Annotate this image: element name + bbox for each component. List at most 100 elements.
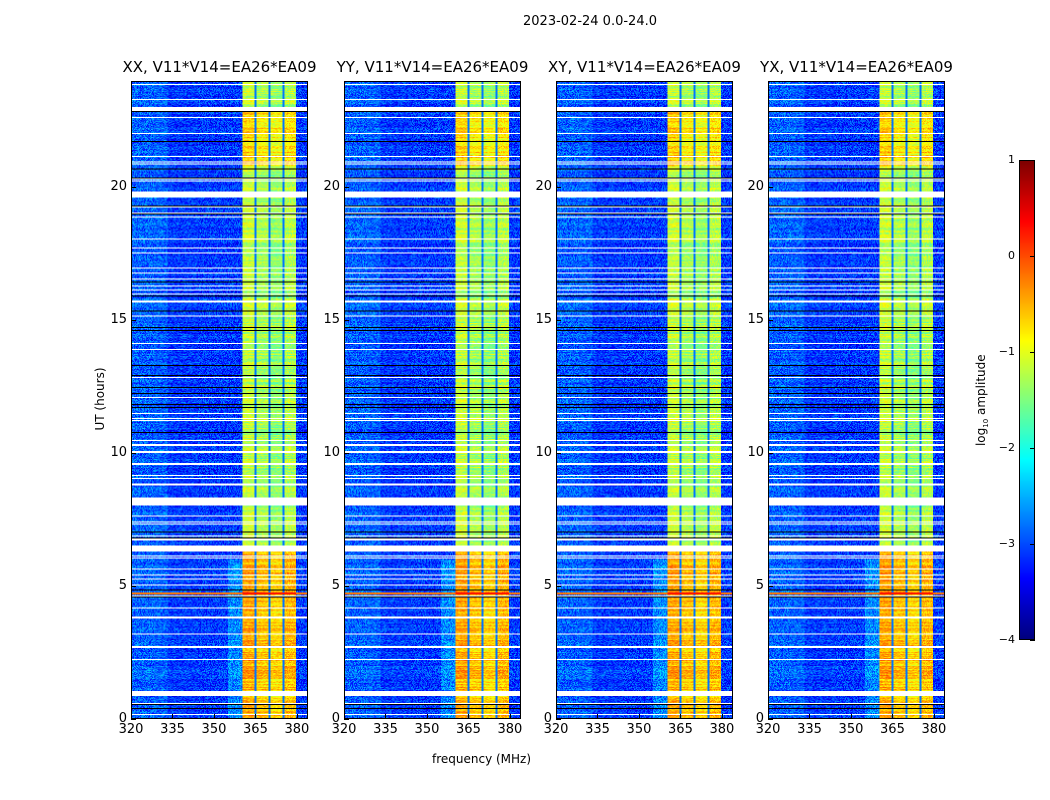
x-tick-mark bbox=[809, 714, 811, 719]
y-tick-mark bbox=[344, 187, 349, 189]
y-tick-label: 10 bbox=[535, 445, 552, 461]
y-tick-mark bbox=[768, 453, 773, 455]
y-tick-label: 5 bbox=[543, 578, 552, 594]
y-tick-label: 0 bbox=[118, 711, 127, 726]
colorbar-tick-label: −1 bbox=[998, 345, 1015, 358]
x-tick-mark bbox=[344, 714, 345, 719]
colorbar-label-sub: 10 bbox=[982, 418, 991, 428]
colorbar-label-rest: amplitude bbox=[973, 354, 988, 419]
x-tick-label: 350 bbox=[838, 722, 864, 737]
y-tick-label: 15 bbox=[535, 312, 552, 328]
x-tick-label: 320 bbox=[331, 722, 357, 737]
y-tick-label: 20 bbox=[747, 179, 764, 195]
heatmap-image bbox=[132, 82, 307, 718]
x-tick-label: 320 bbox=[755, 722, 781, 737]
colorbar-tick-mark bbox=[1030, 160, 1035, 161]
colorbar-label: log10 amplitude bbox=[974, 340, 990, 460]
y-axis-label: UT (hours) bbox=[93, 367, 107, 431]
y-tick-mark bbox=[556, 320, 561, 322]
y-tick-mark bbox=[131, 586, 136, 588]
x-tick-mark bbox=[721, 714, 723, 719]
waterfall-panel-2 bbox=[556, 81, 733, 719]
y-tick-label: 20 bbox=[535, 179, 552, 195]
y-tick-label: 5 bbox=[118, 578, 127, 594]
y-tick-mark bbox=[131, 320, 136, 322]
y-tick-label: 0 bbox=[543, 711, 552, 726]
x-tick-label: 320 bbox=[543, 722, 569, 737]
colorbar-gradient bbox=[1020, 161, 1034, 639]
y-tick-mark bbox=[344, 320, 349, 322]
x-tick-label: 380 bbox=[497, 722, 523, 737]
x-tick-mark bbox=[255, 714, 257, 719]
waterfall-panel-3 bbox=[768, 81, 945, 719]
x-axis-label: frequency (MHz) bbox=[432, 752, 532, 766]
y-tick-mark bbox=[131, 453, 136, 455]
colorbar-tick-label: −2 bbox=[998, 441, 1015, 454]
colorbar-tick-label: −3 bbox=[998, 537, 1015, 550]
colorbar-tick-mark bbox=[1030, 448, 1035, 449]
heatmap-image bbox=[769, 82, 944, 718]
y-tick-label: 20 bbox=[110, 179, 127, 195]
y-tick-mark bbox=[344, 719, 349, 720]
panel-title: YX, V11*V14=EA26*EA09 bbox=[760, 58, 953, 76]
y-tick-label: 5 bbox=[331, 578, 340, 594]
figure-title: 2023-02-24 0.0-24.0 bbox=[523, 14, 657, 29]
x-tick-label: 335 bbox=[797, 722, 822, 737]
x-tick-mark bbox=[768, 714, 769, 719]
x-tick-mark bbox=[892, 714, 894, 719]
x-tick-label: 365 bbox=[668, 722, 693, 737]
panel-title: YY, V11*V14=EA26*EA09 bbox=[336, 58, 529, 76]
colorbar-tick-mark bbox=[1030, 640, 1035, 641]
colorbar-tick-label: 1 bbox=[1008, 153, 1015, 166]
y-tick-mark bbox=[131, 719, 136, 720]
x-tick-label: 365 bbox=[243, 722, 268, 737]
waterfall-panel-1 bbox=[344, 81, 521, 719]
y-tick-mark bbox=[556, 719, 561, 720]
x-tick-mark bbox=[680, 714, 682, 719]
x-tick-mark bbox=[385, 714, 387, 719]
colorbar-tick-label: 0 bbox=[1008, 249, 1015, 262]
waterfall-panel-0 bbox=[131, 81, 308, 719]
x-tick-label: 335 bbox=[373, 722, 398, 737]
x-tick-label: 380 bbox=[709, 722, 735, 737]
x-tick-mark bbox=[850, 714, 852, 719]
y-tick-mark bbox=[556, 453, 561, 455]
y-tick-label: 15 bbox=[747, 312, 764, 328]
panel-title: XY, V11*V14=EA26*EA09 bbox=[548, 58, 741, 76]
y-tick-label: 10 bbox=[110, 445, 127, 461]
x-tick-mark bbox=[426, 714, 428, 719]
x-tick-label: 380 bbox=[921, 722, 947, 737]
x-tick-label: 380 bbox=[284, 722, 310, 737]
y-tick-mark bbox=[768, 320, 773, 322]
x-tick-label: 350 bbox=[414, 722, 440, 737]
x-tick-mark bbox=[556, 714, 557, 719]
colorbar-tick-mark bbox=[1030, 256, 1035, 257]
colorbar-label-log: log bbox=[973, 427, 988, 447]
y-tick-mark bbox=[344, 586, 349, 588]
colorbar-tick-mark bbox=[1030, 544, 1035, 545]
x-tick-label: 320 bbox=[118, 722, 144, 737]
x-tick-mark bbox=[296, 714, 298, 719]
x-tick-mark bbox=[131, 714, 132, 719]
y-tick-label: 15 bbox=[323, 312, 340, 328]
heatmap-image bbox=[557, 82, 732, 718]
x-tick-mark bbox=[597, 714, 599, 719]
x-tick-mark bbox=[638, 714, 640, 719]
x-tick-mark bbox=[509, 714, 511, 719]
y-tick-mark bbox=[131, 187, 136, 189]
x-tick-label: 365 bbox=[880, 722, 905, 737]
y-tick-label: 20 bbox=[323, 179, 340, 195]
x-tick-mark bbox=[933, 714, 935, 719]
y-tick-label: 5 bbox=[755, 578, 764, 594]
y-tick-label: 0 bbox=[331, 711, 340, 726]
y-tick-mark bbox=[768, 187, 773, 189]
y-tick-mark bbox=[556, 187, 561, 189]
x-tick-label: 350 bbox=[201, 722, 227, 737]
y-tick-mark bbox=[556, 586, 561, 588]
x-tick-mark bbox=[213, 714, 215, 719]
y-tick-mark bbox=[768, 586, 773, 588]
heatmap-image bbox=[345, 82, 520, 718]
y-tick-label: 0 bbox=[755, 711, 764, 726]
x-tick-mark bbox=[468, 714, 470, 719]
x-tick-label: 335 bbox=[160, 722, 185, 737]
